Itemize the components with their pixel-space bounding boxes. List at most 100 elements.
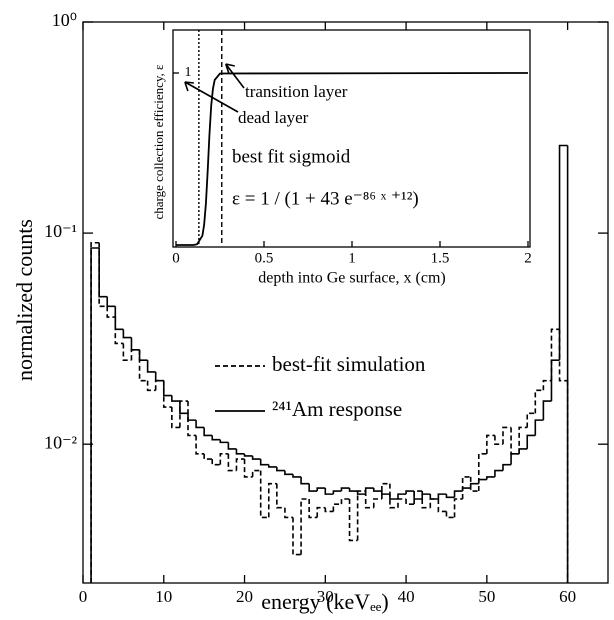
histogram-step	[494, 469, 503, 477]
histogram-step	[437, 498, 447, 513]
histogram-step	[195, 435, 205, 455]
histogram-step	[397, 498, 407, 508]
histogram-step	[154, 371, 164, 382]
histogram-step	[477, 453, 487, 492]
histogram-step	[308, 483, 318, 492]
histogram-step	[324, 488, 334, 495]
histogram-step	[227, 442, 237, 450]
histogram-step	[146, 380, 156, 392]
histogram-step	[421, 493, 431, 499]
histogram-step	[494, 435, 503, 445]
histogram-step	[486, 476, 495, 480]
histogram-step	[211, 435, 221, 441]
histogram-step	[235, 458, 245, 471]
inset-x-tick-label: 0.5	[255, 250, 274, 266]
x-tick-label: 40	[398, 587, 415, 606]
x-tick-label: 30	[317, 587, 334, 606]
histogram-step	[171, 407, 180, 429]
y-axis-label: normalized counts	[12, 219, 37, 381]
histogram-step	[130, 348, 140, 361]
histogram-step	[203, 427, 213, 437]
histogram-step	[300, 498, 310, 555]
histogram-step	[364, 487, 374, 495]
annotation: best fit sigmoid	[232, 146, 351, 167]
histogram-step	[381, 491, 390, 495]
inset-frame	[172, 29, 531, 248]
histogram-step	[300, 476, 310, 485]
histogram-step	[502, 463, 512, 471]
histogram-step	[219, 453, 229, 465]
x-tick-label: 60	[559, 587, 576, 606]
histogram-step	[445, 511, 455, 519]
histogram-step	[259, 470, 269, 519]
histogram-step	[405, 490, 415, 495]
histogram-step	[486, 434, 495, 454]
histogram-step	[154, 379, 164, 391]
histogram-step	[90, 241, 100, 583]
histogram-step	[259, 459, 269, 466]
histogram-step	[138, 349, 148, 382]
histogram-step	[130, 337, 140, 351]
histogram-step	[550, 328, 560, 381]
histogram-step	[187, 401, 197, 437]
histogram-step	[267, 464, 277, 468]
histogram-step	[526, 434, 536, 449]
histogram-step	[219, 439, 229, 444]
histogram-step	[284, 470, 293, 476]
histogram-step	[381, 482, 390, 499]
histogram-step	[316, 487, 326, 492]
histogram-step	[276, 466, 285, 472]
histogram-step	[518, 426, 528, 454]
arrow	[225, 63, 245, 89]
histogram-step	[106, 306, 116, 318]
y-tick-label: 10⁰	[52, 10, 77, 30]
histogram-step	[179, 400, 188, 428]
histogram-step	[558, 329, 568, 382]
histogram-step	[340, 498, 350, 505]
histogram-step	[146, 360, 156, 373]
histogram-step	[389, 494, 398, 500]
histogram-step	[90, 247, 100, 583]
histogram-step	[332, 490, 342, 495]
histogram-step	[437, 493, 447, 499]
histogram-step	[453, 490, 463, 498]
histogram-step	[502, 426, 512, 445]
y-tick-label: 10⁻¹	[44, 221, 77, 241]
histogram-step	[251, 455, 261, 460]
histogram-step	[348, 498, 358, 542]
inset-x-tick-label: 2	[524, 250, 532, 266]
histogram-step	[122, 329, 132, 339]
histogram-step	[542, 379, 552, 391]
inset-chart: charge collection efficiency, ε depth in…	[151, 29, 532, 287]
inset-y-label: charge collection efficiency, ε	[151, 64, 166, 220]
histogram-step	[243, 453, 253, 457]
histogram-step	[542, 400, 552, 421]
histogram-step	[114, 317, 124, 345]
histogram-step	[397, 493, 407, 499]
inset-x-tick-label: 1.5	[431, 250, 450, 266]
histogram-step	[195, 420, 205, 429]
histogram-step	[316, 506, 326, 518]
histogram-step	[211, 459, 221, 466]
marker-label: dead layer	[238, 108, 309, 127]
histogram-step	[421, 491, 431, 509]
main-frame	[82, 21, 609, 584]
histogram-step	[348, 488, 358, 492]
x-tick-label: 50	[478, 587, 495, 606]
histogram-step	[364, 491, 374, 509]
histogram-step	[98, 242, 108, 308]
histogram-step	[413, 490, 423, 505]
legend-label: best-fit simulation	[272, 352, 426, 376]
histogram-step	[324, 507, 334, 513]
y-tick-label: 10⁻²	[44, 432, 77, 452]
histogram-step	[429, 494, 439, 500]
histogram-step	[558, 144, 568, 361]
histogram-step	[114, 306, 124, 331]
histogram-step	[469, 482, 479, 489]
x-tick-label: 10	[155, 587, 172, 606]
inset-x-label: depth into Ge surface, x (cm)	[258, 270, 445, 287]
inset-y-tick-label: 1	[185, 65, 192, 80]
histogram-step	[405, 498, 415, 505]
histogram-step	[453, 498, 463, 518]
